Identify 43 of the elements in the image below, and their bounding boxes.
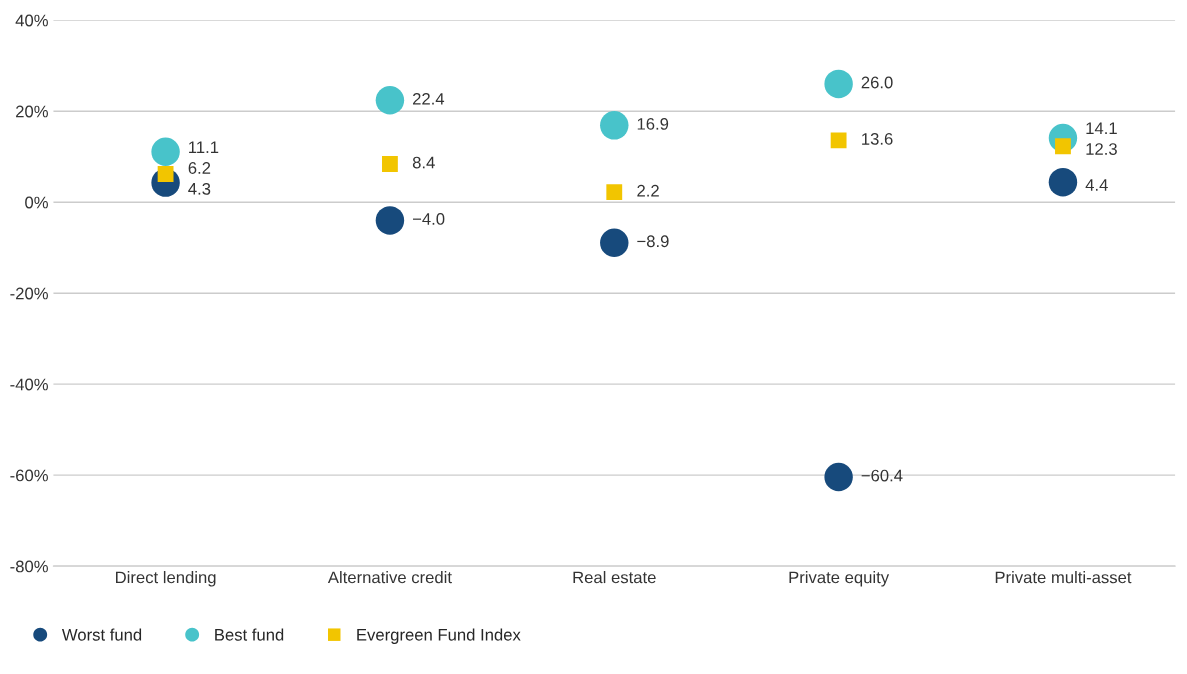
point [1055, 138, 1071, 155]
data-label: 11.1 [189, 141, 219, 153]
x-tick-label: Direct lending [116, 571, 216, 587]
data-label: 4.4 [1085, 179, 1108, 191]
x-tick-label: Real estate [573, 571, 656, 584]
y-tick-label: 20% [16, 105, 48, 118]
y-tick-label: 40% [15, 14, 48, 27]
data-label: 12.3 [1086, 143, 1117, 155]
y-tick-label: 0% [25, 196, 48, 209]
y-tick-label: -80% [10, 560, 48, 573]
point [382, 156, 398, 172]
point [824, 69, 853, 99]
legend-label: Worst fund [61, 628, 142, 641]
data-label: 26.0 [861, 76, 893, 89]
point [606, 184, 623, 201]
point [151, 137, 180, 166]
x-tick-label: Private multi-asset [995, 571, 1132, 584]
data-label: 4.3 [188, 182, 211, 195]
y-tick-label: -60% [10, 469, 48, 482]
point [600, 111, 629, 140]
point [375, 86, 405, 115]
data-label: 2.2 [637, 184, 659, 197]
point [830, 132, 847, 149]
data-label: 8.4 [412, 156, 435, 169]
point [375, 206, 405, 235]
data-label: 22.4 [412, 92, 445, 105]
y-tick-label: -40% [10, 378, 48, 391]
y-tick-label: -20% [10, 287, 48, 300]
data-label: 6.2 [188, 162, 211, 174]
data-label: 16.9 [637, 117, 669, 130]
data-label: −4.0 [412, 213, 445, 225]
point [824, 462, 853, 492]
point [1048, 167, 1078, 197]
data-label: −60.4 [861, 469, 903, 482]
point [157, 166, 174, 182]
point [600, 228, 629, 257]
data-label: 14.1 [1086, 122, 1117, 134]
legend-label: Evergreen Fund Index [357, 628, 521, 644]
data-label: −8.9 [637, 235, 669, 248]
legend-label: Best fund [215, 628, 284, 641]
x-tick-label: Alternative credit [327, 571, 452, 584]
data-label: 13.6 [862, 133, 893, 145]
x-tick-label: Private equity [789, 571, 890, 587]
